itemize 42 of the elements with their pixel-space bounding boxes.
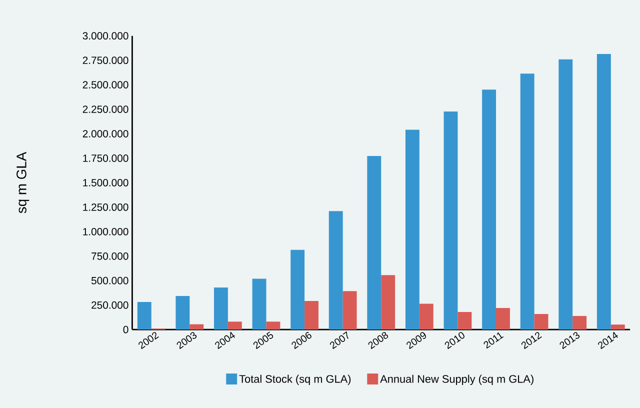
bar xyxy=(596,54,611,330)
y-tick-label: 0 xyxy=(123,326,128,334)
bar xyxy=(444,111,458,330)
y-tick-label: 750.000 xyxy=(92,252,128,260)
bar xyxy=(328,210,343,330)
y-tick-label: 250.000 xyxy=(92,301,128,309)
bar xyxy=(405,130,420,330)
y-tick-label: 1.500.000 xyxy=(83,178,128,186)
bar xyxy=(290,250,305,330)
y-tick-label: 500.000 xyxy=(91,276,128,284)
bar xyxy=(520,74,534,330)
legend-label: Annual New Supply (sq m GLA) xyxy=(380,374,534,385)
bar xyxy=(367,156,382,330)
bar xyxy=(190,324,204,330)
legend-label: Total Stock (sq m GLA) xyxy=(239,374,351,385)
y-axis-title: sq m GLA xyxy=(16,152,30,214)
bar xyxy=(137,302,152,330)
y-tick-label: 2.500.000 xyxy=(82,81,128,88)
y-tick-label: 1.250.000 xyxy=(83,203,128,211)
bar xyxy=(458,312,472,330)
bar xyxy=(558,59,573,330)
y-tick-label: 2.750.000 xyxy=(82,56,128,64)
bar xyxy=(252,278,266,330)
y-tick-label: 3.000.000 xyxy=(82,32,128,40)
bar xyxy=(266,322,280,330)
y-tick-label: 2.250.000 xyxy=(82,105,128,113)
bar xyxy=(228,322,242,330)
bar xyxy=(381,275,396,330)
y-tick-label: 1.750.000 xyxy=(83,154,128,162)
bar xyxy=(496,308,510,330)
bar xyxy=(342,290,357,330)
bar xyxy=(176,296,190,330)
y-tick-label: 2.000.000 xyxy=(82,130,128,138)
bar xyxy=(304,300,318,330)
x-tick-label: 2011 xyxy=(484,332,504,349)
y-tick-label: 1.000.000 xyxy=(83,228,128,236)
bar xyxy=(572,316,587,330)
bar xyxy=(482,89,496,330)
bar xyxy=(214,287,228,330)
bar xyxy=(534,314,548,330)
bar xyxy=(419,304,434,330)
bar xyxy=(610,324,625,330)
